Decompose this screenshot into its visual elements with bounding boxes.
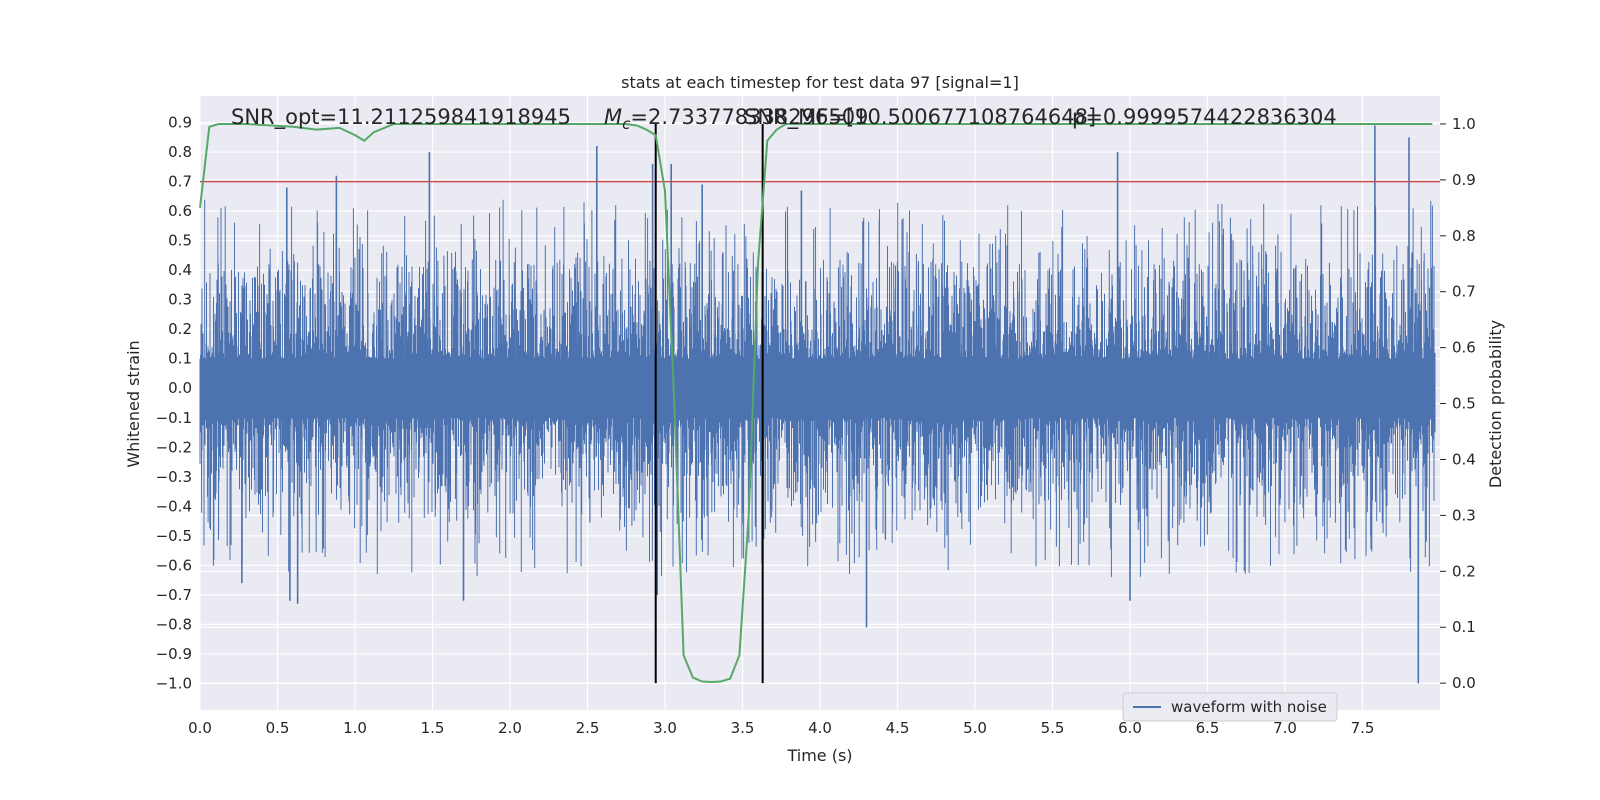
x-axis-label: Time (s): [786, 746, 852, 765]
legend-box: [1122, 692, 1338, 722]
x-tick-label: 2.0: [498, 719, 522, 737]
detection-probability-line: [199, 123, 1433, 684]
x-tick-label: 6.0: [1118, 719, 1142, 737]
y-tick-label: −0.3: [156, 468, 192, 486]
chart-title: stats at each timestep for test data 97 …: [621, 73, 1019, 92]
event-window: [654, 123, 764, 684]
x-tick-labels: 0.0 0.5 1.0 1.5 2.0 2.5 3.0 3.5 4.0 4.5 5.0 5.5 6.0 6…: [188, 719, 1374, 737]
y2-tick-label: 0.1: [1452, 618, 1476, 636]
y-tick-label: 0.7: [168, 173, 192, 191]
y-tick-labels: 0.9 0.8 0.7 0.6 0.5 0.4 0.3 0.2 0.1 0.0 −0.1 −0.2 −0…: [156, 114, 192, 693]
waveform-series: [199, 125, 1436, 684]
y2-tick-label: 0.4: [1452, 450, 1476, 468]
x-tick-label: 6.5: [1196, 719, 1220, 737]
y-tick-label: 0.2: [168, 320, 192, 338]
y2-tick-label: 0.0: [1452, 674, 1476, 692]
legend: waveform with noise: [1122, 692, 1338, 722]
x-tick-label: 0.5: [266, 719, 290, 737]
y-tick-label: −0.7: [156, 586, 192, 604]
y2-tick-label: 1.0: [1452, 115, 1476, 133]
waveform-noise-body: [199, 199, 1436, 577]
y2-tick-label: 0.8: [1452, 227, 1476, 245]
y2-axis-label: Detection probability: [1486, 320, 1505, 488]
y-tick-label: −0.8: [156, 615, 192, 633]
x-tick-label: 7.0: [1273, 719, 1297, 737]
y-tick-label: −0.4: [156, 497, 192, 515]
y-tick-label: −0.1: [156, 409, 192, 427]
y-tick-label: 0.9: [168, 114, 192, 132]
x-tick-label: 4.0: [808, 719, 832, 737]
y-tick-label: 0.1: [168, 350, 192, 368]
y2-tick-label: 0.6: [1452, 339, 1476, 357]
x-tick-label: 1.5: [421, 719, 445, 737]
y2-tick-label: 0.5: [1452, 395, 1476, 413]
y-tick-label: 0.5: [168, 232, 192, 250]
y2-tick-label: 0.3: [1452, 506, 1476, 524]
y-tick-label: −1.0: [156, 674, 192, 692]
y2-tick-label: 0.2: [1452, 562, 1476, 580]
chirp-mass-subscript: c: [622, 115, 631, 133]
annotation-p-value: p=0.9999574422836304: [1072, 105, 1337, 129]
y-tick-label: −0.9: [156, 645, 192, 663]
y2-tick-label: 0.9: [1452, 171, 1476, 189]
x-tick-label: 7.5: [1351, 719, 1375, 737]
x-tick-label: 2.5: [576, 719, 600, 737]
x-tick-label: 5.5: [1041, 719, 1065, 737]
x-tick-label: 3.0: [653, 719, 677, 737]
y-tick-label: −0.6: [156, 556, 192, 574]
chirp-mass-value: =2.733778338296509: [630, 105, 868, 129]
y2-tick-label: 0.7: [1452, 283, 1476, 301]
y2-tick-labels: 1.0 0.9 0.8 0.7 0.6 0.5 0.4 0.3 0.2 0.1 0.0: [1440, 115, 1476, 692]
annotation-snr-mf: SNR_MF=[10.500677108764648]: [744, 105, 1096, 130]
y-tick-label: −0.2: [156, 438, 192, 456]
x-tick-label: 1.0: [343, 719, 367, 737]
y-tick-label: 0.6: [168, 202, 192, 220]
y-tick-label: 0.0: [168, 379, 192, 397]
y-tick-label: 0.4: [168, 261, 192, 279]
legend-entry: waveform with noise: [1171, 698, 1327, 716]
annotation-chirp-mass: Mc=2.733778338296509: [604, 105, 868, 133]
x-tick-label: 4.5: [886, 719, 910, 737]
x-tick-label: 3.5: [731, 719, 755, 737]
chirp-mass-symbol: M: [604, 105, 622, 129]
y-tick-label: −0.5: [156, 527, 192, 545]
x-tick-label: 5.0: [963, 719, 987, 737]
y-tick-label: 0.8: [168, 143, 192, 161]
y-axis-label: Whitened strain: [124, 340, 143, 467]
y-tick-label: 0.3: [168, 291, 192, 309]
annotation-snr-opt: SNR_opt=11.211259841918945: [231, 105, 571, 130]
x-tick-label: 0.0: [188, 719, 212, 737]
